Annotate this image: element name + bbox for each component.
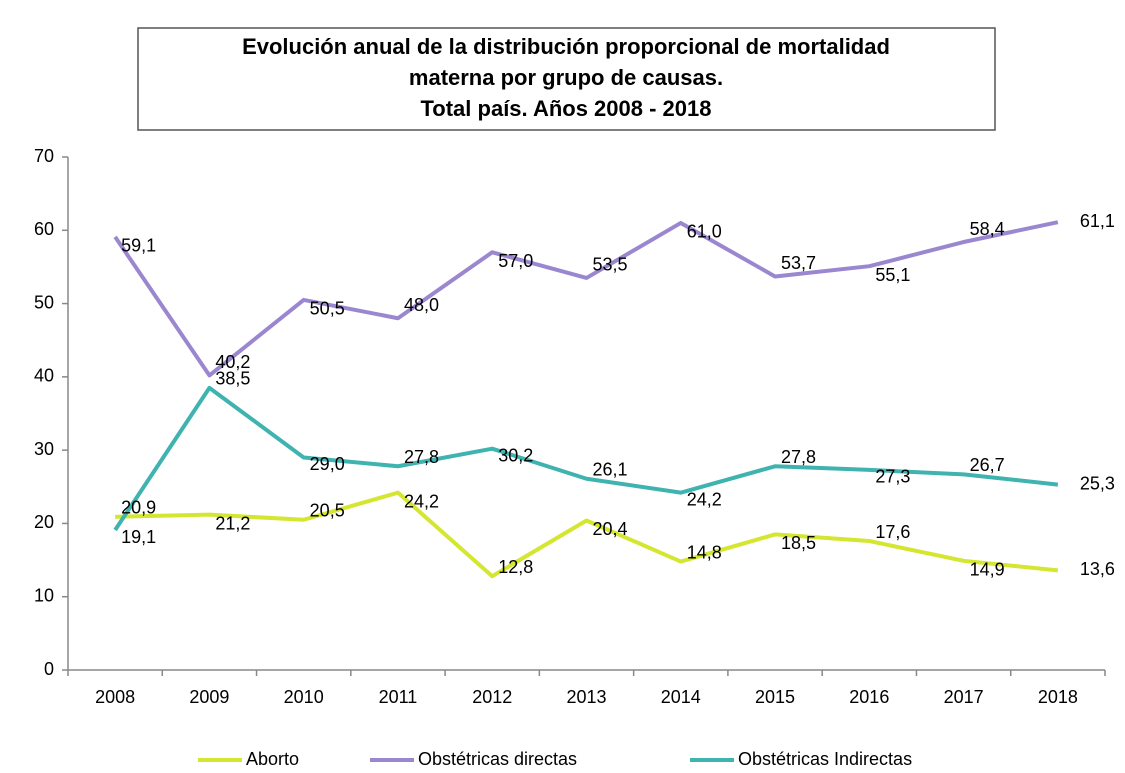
data-label: 29,0 [310,454,345,474]
data-label: 38,5 [215,369,250,389]
data-label: 57,0 [498,251,533,271]
data-label: 59,1 [121,236,156,256]
data-label: 48,0 [404,295,439,315]
x-tick-label: 2014 [661,687,701,707]
chart-title: Evolución anual de la distribución propo… [242,34,890,59]
data-label: 21,2 [215,513,250,533]
data-label: 26,1 [593,459,628,479]
x-tick-label: 2008 [95,687,135,707]
data-label: 27,8 [404,447,439,467]
data-label: 40,2 [215,352,250,372]
x-tick-label: 2012 [472,687,512,707]
y-tick-label: 40 [34,366,54,386]
data-label: 17,6 [875,522,910,542]
y-tick-label: 60 [34,219,54,239]
chart-title: Total país. Años 2008 - 2018 [420,96,711,121]
data-label: 50,5 [310,299,345,319]
data-label: 18,5 [781,533,816,553]
series-line [113,220,1059,378]
title-box [137,27,996,131]
data-label: 20,4 [593,519,628,539]
x-tick-label: 2016 [849,687,889,707]
x-tick-label: 2009 [189,687,229,707]
data-label: 58,4 [970,219,1005,239]
x-tick-label: 2011 [379,687,418,707]
data-label: 20,5 [310,501,345,521]
data-label: 14,8 [687,542,722,562]
data-label: 53,5 [593,255,628,275]
data-label: 25,3 [1080,473,1115,493]
x-tick-label: 2015 [755,687,795,707]
data-label: 12,8 [498,557,533,577]
y-tick-label: 50 [34,292,54,312]
y-tick-label: 0 [44,659,54,679]
legend-label: Aborto [246,749,299,769]
x-tick-label: 2010 [284,687,324,707]
y-tick-label: 70 [34,146,54,166]
x-tick-label: 2018 [1038,687,1078,707]
data-label: 26,7 [970,455,1005,475]
data-label: 53,7 [781,253,816,273]
data-label: 14,9 [970,560,1005,580]
data-label: 24,2 [687,489,722,509]
series-line [115,490,1059,579]
data-label: 55,1 [875,265,910,285]
data-label: 61,1 [1080,211,1115,231]
data-label: 20,9 [121,498,156,518]
legend-label: Obstétricas directas [418,749,577,769]
data-label: 19,1 [121,527,156,547]
y-tick-label: 10 [34,585,54,605]
legend-label: Obstétricas Indirectas [738,749,912,769]
data-label: 13,6 [1080,559,1115,579]
y-tick-label: 20 [34,512,54,532]
series-line [113,385,1059,532]
data-label: 27,3 [875,467,910,487]
data-label: 24,2 [404,491,439,511]
data-label: 30,2 [498,445,533,465]
data-label: 61,0 [687,222,722,242]
chart-title: materna por grupo de causas. [409,65,723,90]
data-label: 27,8 [781,447,816,467]
x-tick-label: 2017 [944,687,984,707]
y-tick-label: 30 [34,439,54,459]
x-tick-label: 2013 [566,687,606,707]
